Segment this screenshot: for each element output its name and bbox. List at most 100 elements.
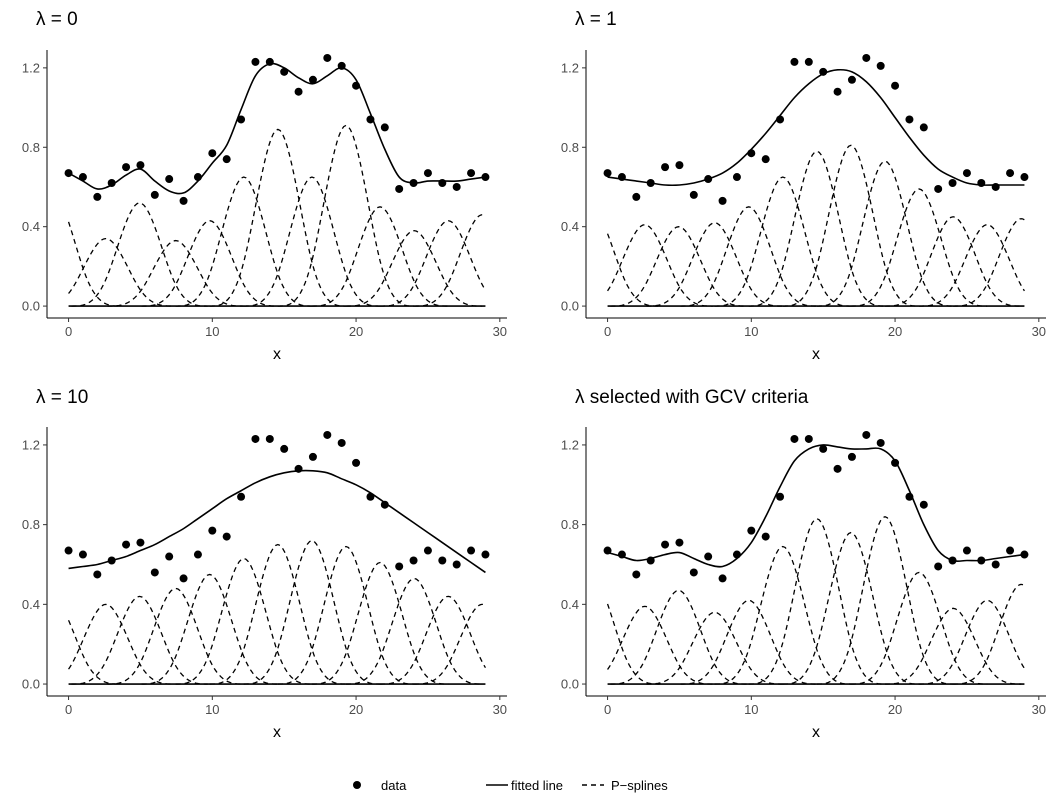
data-point	[423, 169, 432, 178]
data-point	[308, 75, 317, 84]
data-point	[919, 123, 928, 132]
data-point	[265, 57, 274, 66]
data-point	[718, 574, 727, 583]
p-spline-basis-curve	[607, 605, 713, 685]
data-point	[423, 546, 432, 555]
y-tick-label: 1.2	[22, 60, 40, 75]
data-point	[790, 57, 799, 66]
data-point	[819, 67, 828, 76]
y-tick-label: 0.0	[561, 677, 579, 692]
x-tick-label: 10	[744, 702, 758, 717]
p-spline-basis-curve	[884, 216, 1022, 307]
data-point	[165, 175, 174, 184]
data-point	[819, 444, 828, 453]
p-spline-basis-curve	[68, 237, 174, 307]
data-point	[122, 540, 131, 549]
data-point	[732, 550, 741, 559]
p-spline-basis-curve	[714, 545, 851, 685]
p-spline-basis-curve	[607, 224, 713, 307]
p-spline-basis-curve	[953, 218, 1025, 307]
data-point	[876, 61, 885, 70]
x-tick-label: 20	[888, 324, 902, 339]
data-point	[675, 538, 684, 547]
p-spline-basis-curve	[919, 599, 1025, 685]
data-point	[380, 123, 389, 132]
p-spline-basis-curve	[141, 220, 278, 307]
p-spline-basis-curve	[345, 229, 483, 307]
fitted-line	[607, 444, 1025, 568]
data-point	[280, 67, 289, 76]
p-spline-basis-curve	[850, 188, 988, 307]
p-spline-basis-curve	[953, 583, 1025, 685]
p-spline-basis-curve	[380, 595, 486, 685]
data-point	[977, 179, 986, 188]
y-tick-label: 1.2	[561, 60, 579, 75]
data-point	[93, 570, 102, 579]
x-axis-title: x	[812, 724, 820, 741]
data-point	[481, 550, 490, 559]
x-tick-label: 20	[349, 324, 363, 339]
data-point	[352, 81, 361, 90]
data-point	[776, 115, 785, 124]
data-point	[991, 560, 1000, 569]
y-tick-label: 1.2	[561, 437, 579, 452]
data-point	[1020, 173, 1029, 182]
data-point	[603, 546, 612, 555]
data-point	[704, 552, 713, 561]
data-point	[1020, 550, 1029, 559]
data-point	[704, 175, 713, 184]
legend-fitted-line-label: fitted line	[511, 778, 563, 793]
legend-data-label: data	[381, 778, 407, 793]
fitted-line	[68, 62, 486, 195]
legend-p-splines-label: P−splines	[611, 778, 668, 793]
data-point	[761, 532, 770, 541]
data-point	[337, 438, 346, 447]
x-tick-label: 20	[349, 702, 363, 717]
x-axis-title: x	[273, 346, 281, 363]
data-point	[452, 182, 461, 191]
y-tick-label: 0.0	[22, 299, 40, 314]
x-tick-label: 10	[205, 702, 219, 717]
y-tick-label: 0.8	[22, 517, 40, 532]
data-point	[438, 179, 447, 188]
data-point	[862, 430, 871, 439]
data-point	[646, 179, 655, 188]
p-spline-basis-curve	[107, 239, 244, 307]
p-spline-basis-curve	[71, 202, 208, 307]
data-point	[222, 532, 231, 541]
data-point	[804, 57, 813, 66]
p-spline-basis-curve	[311, 206, 449, 307]
x-tick-label: 30	[1032, 324, 1046, 339]
data-point	[237, 492, 246, 501]
data-point	[862, 53, 871, 62]
data-point	[919, 500, 928, 509]
p-spline-basis-curve	[610, 226, 747, 307]
data-point	[208, 149, 217, 158]
data-point	[179, 196, 188, 205]
data-point	[294, 464, 303, 473]
x-tick-label: 30	[1032, 702, 1046, 717]
data-point	[646, 556, 655, 565]
panel-title: λ = 10	[36, 387, 88, 408]
data-point	[308, 452, 317, 461]
data-point	[617, 173, 626, 182]
data-point	[380, 500, 389, 509]
p-spline-basis-curve	[243, 176, 381, 307]
data-point	[761, 155, 770, 164]
p-spline-basis-curve	[782, 531, 920, 685]
fitted-line	[607, 68, 1025, 187]
x-tick-label: 0	[65, 324, 72, 339]
y-tick-label: 0.8	[561, 517, 579, 532]
data-point	[675, 161, 684, 170]
data-point	[467, 169, 476, 178]
data-point	[905, 492, 914, 501]
data-point	[337, 61, 346, 70]
data-point	[107, 179, 116, 188]
data-point	[107, 556, 116, 565]
data-point	[732, 173, 741, 182]
p-spline-basis-curve	[680, 206, 817, 307]
data-point	[689, 190, 698, 199]
data-point	[136, 538, 145, 547]
data-point	[179, 574, 188, 583]
x-tick-label: 0	[604, 702, 611, 717]
